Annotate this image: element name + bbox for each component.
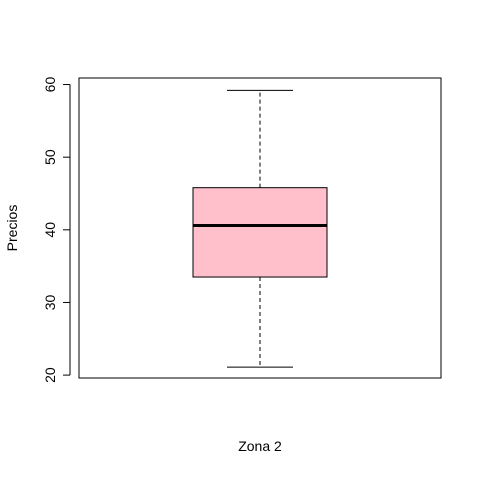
y-axis-label: Precios — [4, 205, 20, 252]
y-tick-label: 60 — [42, 77, 58, 93]
y-axis: 20 30 40 50 60 — [42, 77, 71, 383]
y-tick-label: 20 — [42, 367, 58, 383]
x-axis-label: Zona 2 — [238, 438, 282, 454]
boxplot-series — [192, 89, 328, 368]
plot-frame — [78, 77, 442, 379]
y-tick-label: 30 — [42, 294, 58, 310]
y-tick-label: 40 — [42, 222, 58, 238]
iqr-box — [192, 187, 328, 278]
y-tick-label: 50 — [42, 149, 58, 165]
